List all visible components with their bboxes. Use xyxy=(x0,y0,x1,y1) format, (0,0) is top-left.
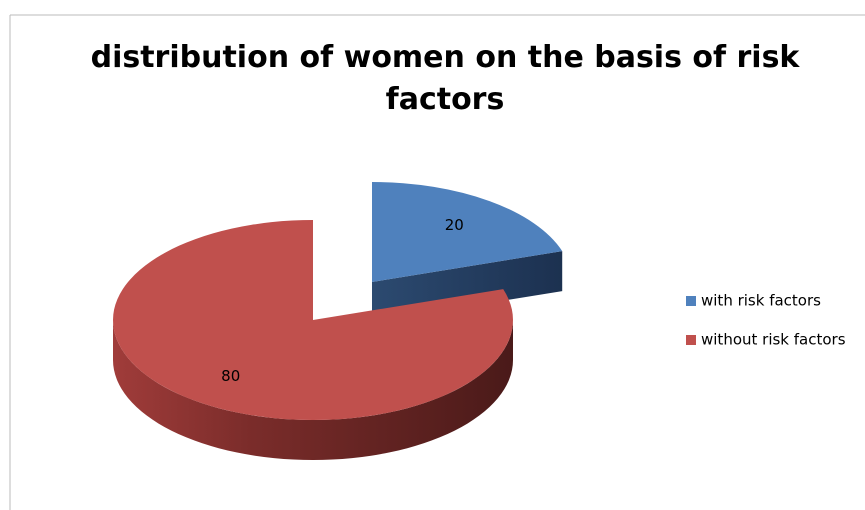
chart-title: distribution of women on the basis of ri… xyxy=(91,40,801,117)
legend-label: with risk factors xyxy=(701,292,821,310)
legend-swatch xyxy=(686,296,696,306)
legend-label: without risk factors xyxy=(701,331,846,349)
legend-swatch xyxy=(686,335,696,345)
legend: with risk factors without risk factors xyxy=(686,292,846,349)
slice xyxy=(372,182,563,282)
data-label: 80 xyxy=(221,367,240,385)
slice xyxy=(113,220,513,421)
slice-side xyxy=(113,320,513,460)
data-label: 20 xyxy=(445,216,464,234)
